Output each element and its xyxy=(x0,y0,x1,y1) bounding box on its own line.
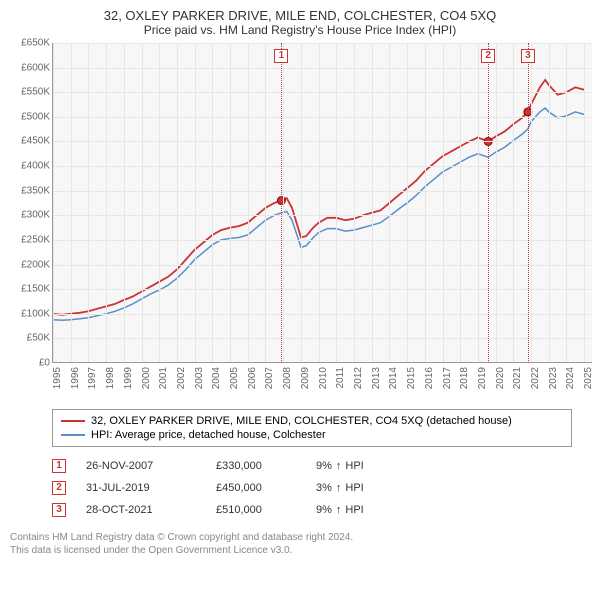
x-tick-label: 2007 xyxy=(264,367,275,389)
x-tick-label: 2010 xyxy=(318,367,329,389)
legend-row: HPI: Average price, detached house, Colc… xyxy=(61,428,563,442)
x-tick-label: 2012 xyxy=(353,367,364,389)
x-tick-label: 2008 xyxy=(282,367,293,389)
x-tick-label: 2017 xyxy=(442,367,453,389)
x-tick-label: 2020 xyxy=(495,367,506,389)
marker-label-box: 2 xyxy=(481,49,495,63)
x-tick-label: 2019 xyxy=(477,367,488,389)
sale-marker-box: 3 xyxy=(52,503,66,517)
chart-area: £0 £50K £100K £150K £200K £250K £300K £350K £400… xyxy=(8,43,592,403)
footer-line: Contains HM Land Registry data © Crown c… xyxy=(10,531,592,544)
y-tick-label: £100K xyxy=(21,308,50,319)
y-tick-label: £650K xyxy=(21,38,50,49)
legend-label: 32, OXLEY PARKER DRIVE, MILE END, COLCHE… xyxy=(91,415,512,427)
sale-marker-box: 2 xyxy=(52,481,66,495)
marker-vline xyxy=(488,43,489,363)
x-tick-label: 2001 xyxy=(158,367,169,389)
x-tick-label: 2024 xyxy=(565,367,576,389)
legend-swatch xyxy=(61,434,85,436)
y-axis: £0£50K£100K£150K£200K£250K£300K£350K£400… xyxy=(8,43,52,363)
x-tick-label: 2025 xyxy=(583,367,594,389)
y-tick-label: £400K xyxy=(21,161,50,172)
sales-table: 1 26-NOV-2007 £330,000 9% ↑ HPI 2 31-JUL-2019… xyxy=(52,455,592,521)
x-tick-label: 2023 xyxy=(548,367,559,389)
y-tick-label: £150K xyxy=(21,284,50,295)
sale-date: 26-NOV-2007 xyxy=(86,460,196,472)
x-tick-label: 2009 xyxy=(300,367,311,389)
x-tick-label: 1995 xyxy=(52,367,63,389)
y-tick-label: £300K xyxy=(21,210,50,221)
sale-row: 3 28-OCT-2021 £510,000 9% ↑ HPI xyxy=(52,499,592,521)
x-tick-label: 2013 xyxy=(371,367,382,389)
y-tick-label: £0 xyxy=(39,358,50,369)
y-tick-label: £450K xyxy=(21,136,50,147)
legend-label: HPI: Average price, detached house, Colc… xyxy=(91,429,326,441)
marker-vline xyxy=(281,43,282,363)
y-tick-label: £200K xyxy=(21,259,50,270)
x-tick-label: 2002 xyxy=(176,367,187,389)
sale-row: 2 31-JUL-2019 £450,000 3% ↑ HPI xyxy=(52,477,592,499)
marker-vline xyxy=(528,43,529,363)
x-axis: 1995 1996 1997 1998 1999 2000 2001 2002 2003 2004… xyxy=(52,363,592,403)
arrow-up-icon: ↑ xyxy=(336,460,342,472)
footer-line: This data is licensed under the Open Gov… xyxy=(10,544,592,557)
arrow-up-icon: ↑ xyxy=(336,482,342,494)
plot-area: 1 2 3 xyxy=(52,43,592,363)
sale-date: 28-OCT-2021 xyxy=(86,504,196,516)
marker-label-box: 1 xyxy=(274,49,288,63)
sale-date: 31-JUL-2019 xyxy=(86,482,196,494)
x-tick-label: 1998 xyxy=(105,367,116,389)
y-tick-label: £500K xyxy=(21,111,50,122)
footer-attribution: Contains HM Land Registry data © Crown c… xyxy=(10,531,592,557)
x-tick-label: 2021 xyxy=(512,367,523,389)
chart-container: 32, OXLEY PARKER DRIVE, MILE END, COLCHE… xyxy=(0,0,600,565)
sale-hpi: 9% ↑ HPI xyxy=(316,504,426,516)
y-tick-label: £550K xyxy=(21,87,50,98)
x-tick-label: 2011 xyxy=(335,367,346,389)
legend-swatch xyxy=(61,420,85,422)
x-tick-label: 2003 xyxy=(194,367,205,389)
sale-price: £510,000 xyxy=(216,504,296,516)
sale-hpi: 3% ↑ HPI xyxy=(316,482,426,494)
x-tick-label: 2000 xyxy=(141,367,152,389)
sale-marker-box: 1 xyxy=(52,459,66,473)
y-tick-label: £50K xyxy=(27,333,50,344)
chart-subtitle: Price paid vs. HM Land Registry's House … xyxy=(8,23,592,37)
x-tick-label: 2018 xyxy=(459,367,470,389)
x-tick-label: 1996 xyxy=(70,367,81,389)
y-tick-label: £350K xyxy=(21,185,50,196)
x-tick-label: 1997 xyxy=(87,367,98,389)
arrow-up-icon: ↑ xyxy=(336,504,342,516)
legend-box: 32, OXLEY PARKER DRIVE, MILE END, COLCHE… xyxy=(52,409,572,447)
y-tick-label: £250K xyxy=(21,234,50,245)
sale-price: £330,000 xyxy=(216,460,296,472)
x-tick-label: 2014 xyxy=(388,367,399,389)
sale-price: £450,000 xyxy=(216,482,296,494)
x-tick-label: 2004 xyxy=(211,367,222,389)
legend-row: 32, OXLEY PARKER DRIVE, MILE END, COLCHE… xyxy=(61,414,563,428)
x-tick-label: 2022 xyxy=(530,367,541,389)
line-layer xyxy=(53,43,593,363)
x-tick-label: 2015 xyxy=(406,367,417,389)
x-tick-label: 2016 xyxy=(424,367,435,389)
y-tick-label: £600K xyxy=(21,62,50,73)
sale-hpi: 9% ↑ HPI xyxy=(316,460,426,472)
x-tick-label: 1999 xyxy=(123,367,134,389)
marker-label-box: 3 xyxy=(521,49,535,63)
x-tick-label: 2005 xyxy=(229,367,240,389)
sale-row: 1 26-NOV-2007 £330,000 9% ↑ HPI xyxy=(52,455,592,477)
chart-title: 32, OXLEY PARKER DRIVE, MILE END, COLCHE… xyxy=(8,8,592,23)
x-tick-label: 2006 xyxy=(247,367,258,389)
